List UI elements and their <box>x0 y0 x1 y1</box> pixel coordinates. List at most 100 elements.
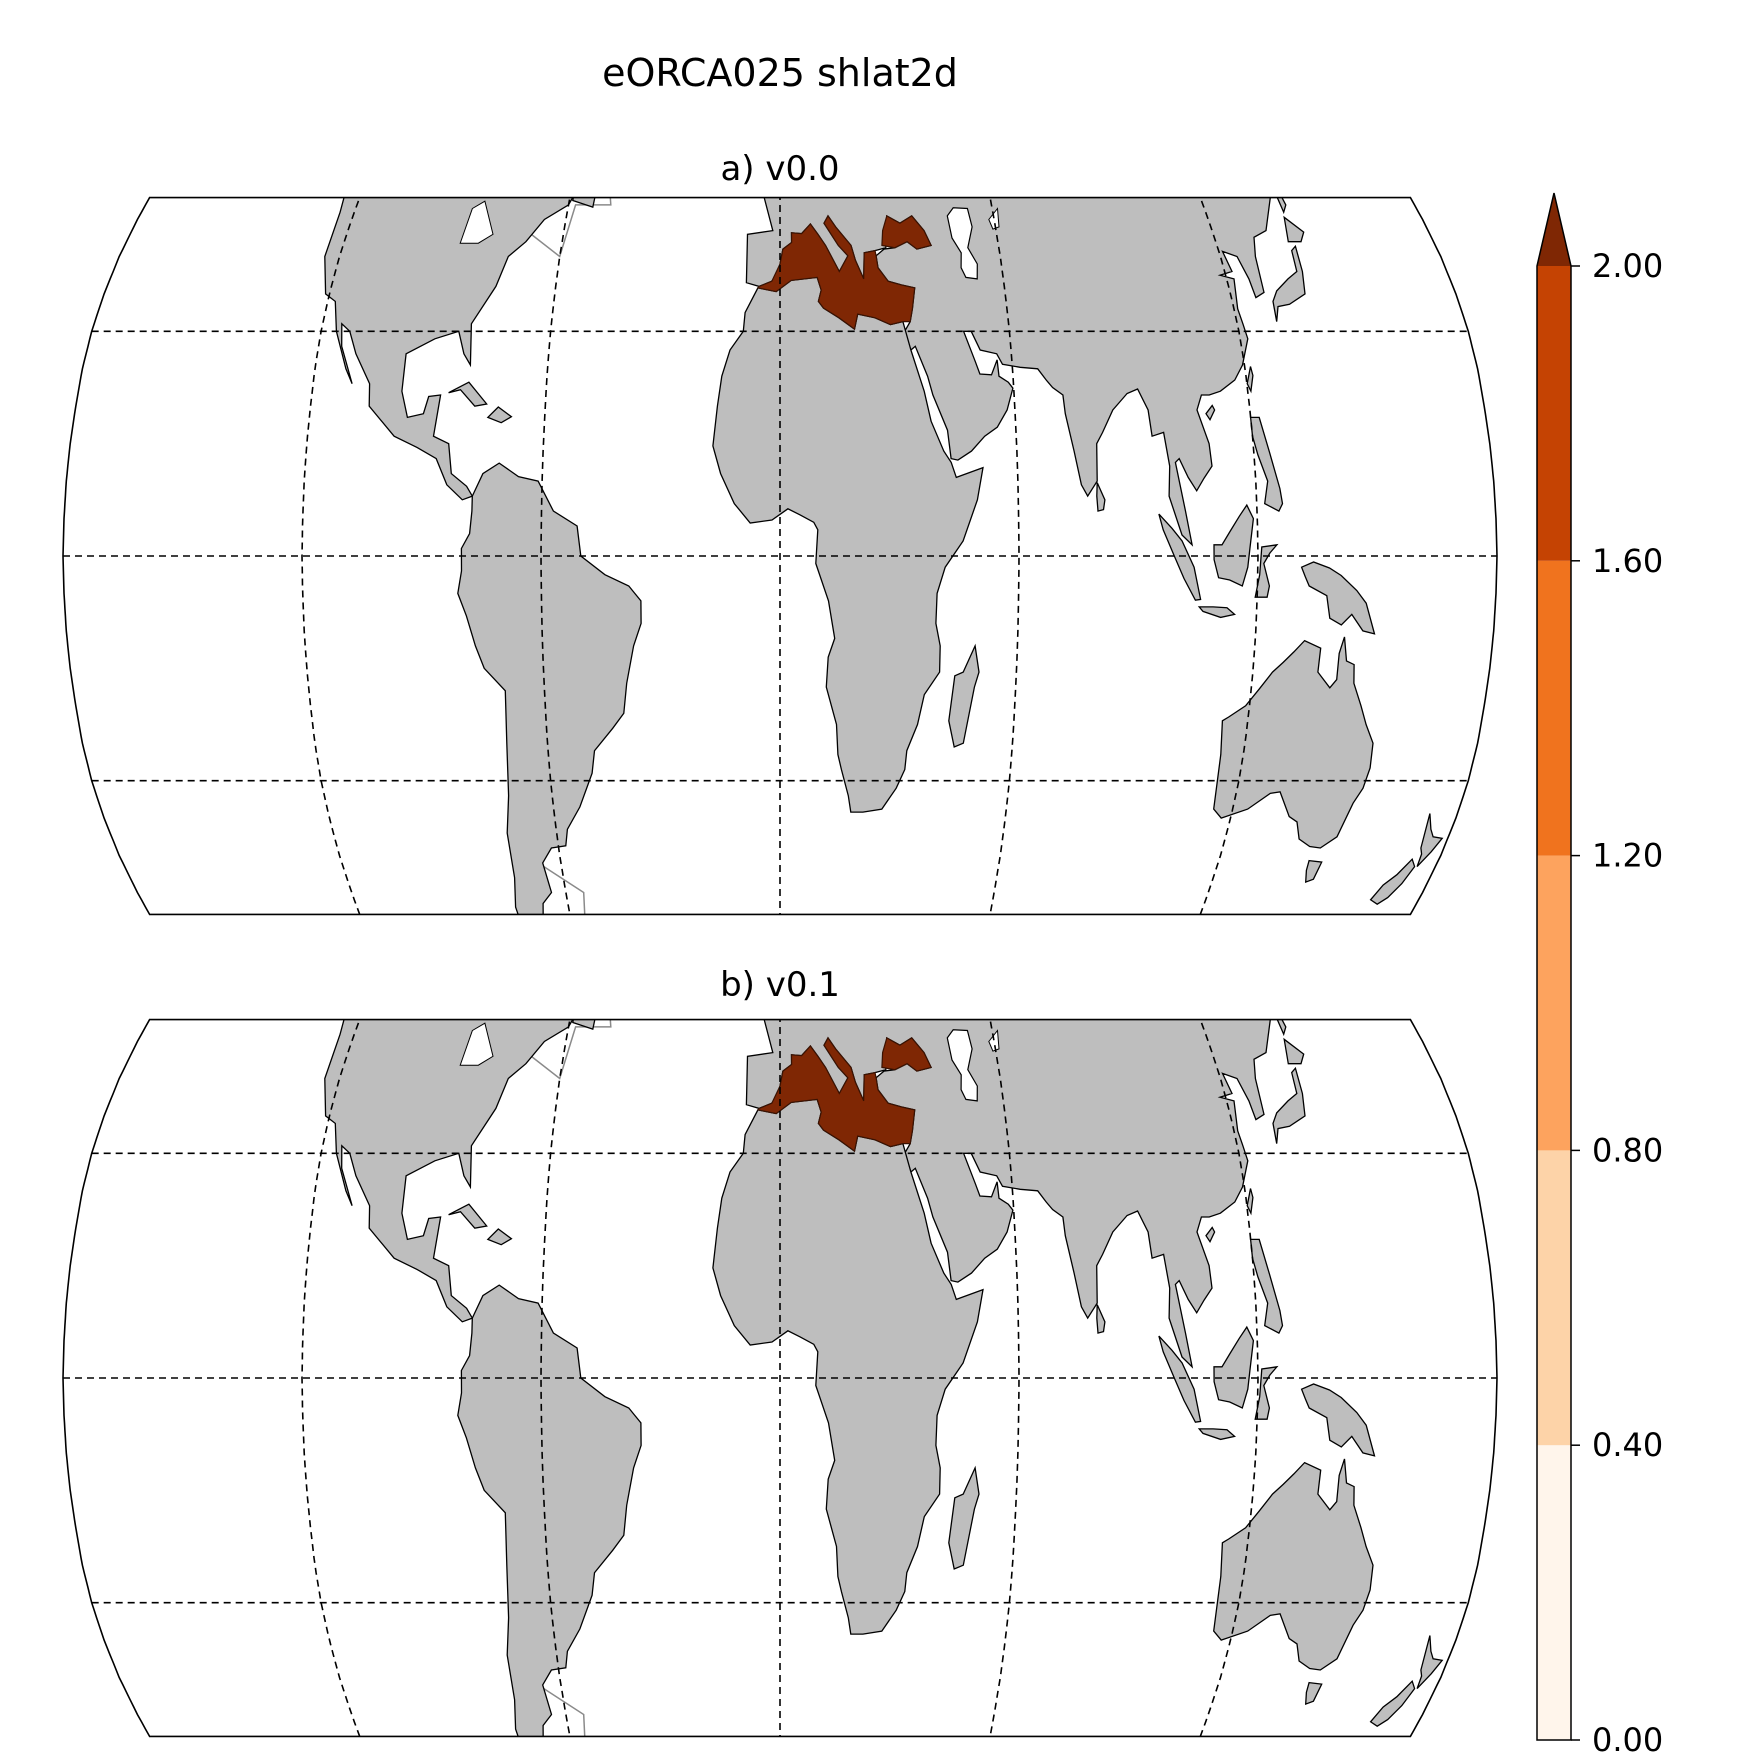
panel-b-land-hispaniola <box>486 1228 513 1246</box>
panel-a-hudson-bay <box>480 92 533 169</box>
panel-b-meridian <box>1033 1019 1259 1737</box>
panel-b-land-sri-lanka <box>1096 1304 1106 1334</box>
panel-b-land-tasmania <box>1304 1681 1323 1706</box>
panel-a-shelf-contour <box>525 853 588 915</box>
panel-a-caspian-sea <box>946 207 978 280</box>
panel-a-land-australia <box>1213 636 1374 849</box>
panel-a-graticule <box>63 197 1497 915</box>
panel-b-land-hokkaido <box>1283 1037 1305 1065</box>
panel-b-land-south-america <box>457 1284 642 1737</box>
panel-b-shelf-contour <box>525 1675 588 1737</box>
panel-a-title: a) v0.0 <box>720 149 839 189</box>
panel-a-black-sea <box>881 215 932 250</box>
panel-b-alaska-coast <box>272 872 311 893</box>
colorbar-tick-label: 1.20 <box>1592 837 1663 875</box>
colorbar-extend-arrow <box>1537 193 1571 266</box>
panel-a-land-sulawesi <box>1254 543 1279 598</box>
panel-b-black-sea <box>881 1037 932 1072</box>
figure-title: eORCA025 shlat2d <box>602 51 958 95</box>
panel-a-mediterranean-sea <box>756 214 916 331</box>
panel-b-aral-sea <box>988 1029 1000 1052</box>
panel-a-meridian <box>1033 197 1259 915</box>
panel-b-land-wrangel <box>1285 859 1291 864</box>
panel-b-frame <box>62 1018 1498 1738</box>
panel-a-shelf-contour <box>511 197 612 258</box>
panel-a-land-japan <box>1272 244 1306 322</box>
panel-b-land-japan <box>1272 1066 1306 1144</box>
panel-b-land-java <box>1197 1428 1236 1441</box>
panel-b-land-svalbard <box>807 808 847 829</box>
colorbar-band <box>1537 1150 1571 1446</box>
colorbar-outline <box>1536 192 1572 1741</box>
panel-b-land-cuba <box>448 1203 488 1229</box>
panel-b-land-newfoundland <box>572 1019 598 1030</box>
panel-a-land-hispaniola <box>486 406 513 424</box>
colorbar: 0.00 0.40 0.80 1.20 1.60 2.00 <box>1536 192 1663 1753</box>
panel-b-map <box>63 805 1497 1737</box>
panel-a-land-java <box>1197 606 1236 619</box>
panel-a-land-new-siberia <box>1145 11 1183 24</box>
panel-b: b) v0.1 <box>62 805 1498 1738</box>
colorbar-band <box>1537 1445 1571 1740</box>
panel-b-land-severnaya <box>1008 805 1042 819</box>
panel-a-land-banks <box>431 19 462 40</box>
panel-a-land-victoria <box>442 28 499 56</box>
panel-b-land-iceland <box>707 891 740 911</box>
panel-b-land-banks <box>431 841 462 862</box>
colorbar-tick-label: 0.40 <box>1592 1426 1663 1464</box>
colorbar-ticks: 0.00 0.40 0.80 1.20 1.60 2.00 <box>1571 247 1663 1753</box>
panel-a-alaska-coast <box>272 50 311 71</box>
panel-b-land-hainan <box>1205 1226 1216 1244</box>
panel-a-land-philippines <box>1249 416 1284 512</box>
panel-a-land-madagascar <box>948 643 980 748</box>
panel-b-land-north-america <box>240 1019 591 1323</box>
colorbar-band <box>1537 855 1571 1151</box>
panel-a-land-new-zealand-s <box>1369 857 1416 905</box>
panel-a-land-ellesmere <box>541 0 633 8</box>
panel-b-land-new-zealand-n <box>1416 1635 1444 1690</box>
panel-a-great-lakes <box>459 200 494 244</box>
panel-a-land-new-zealand-n <box>1416 813 1444 868</box>
panel-b-land-victoria <box>442 850 499 878</box>
panel-a-land-baffin <box>528 25 571 78</box>
panel-a-land-taiwan <box>1246 366 1254 394</box>
panel-b-land-new-zealand-s <box>1369 1679 1416 1727</box>
panel-a: a) v0.0 <box>62 0 1498 916</box>
panel-b-land-new-guinea <box>1300 1383 1376 1457</box>
panel-a-land-sri-lanka <box>1096 482 1106 512</box>
colorbar-band <box>1537 266 1571 561</box>
panel-b-land-australia <box>1213 1458 1374 1671</box>
panel-a-frame <box>62 196 1498 916</box>
panel-b-land-taiwan <box>1246 1188 1254 1216</box>
panel-a-land-cuba <box>448 381 488 407</box>
colorbar-tick-label: 1.60 <box>1592 542 1663 580</box>
panel-a-land-tasmania <box>1304 859 1323 884</box>
panel-a-land-new-guinea <box>1300 561 1376 635</box>
panel-b-mediterranean-sea <box>756 1036 916 1153</box>
panel-b-land-madagascar <box>948 1465 980 1570</box>
panel-b-land-novaya-zemlya <box>926 827 958 865</box>
panel-b-graticule <box>63 1019 1497 1737</box>
panel-b-shelf-contour <box>511 1019 612 1080</box>
panel-b-shelf-contour <box>235 806 1295 901</box>
colorbar-tick-label: 0.00 <box>1592 1721 1663 1753</box>
panel-b-greenland-coast <box>640 904 661 934</box>
panel-a-land-novaya-zemlya <box>926 5 958 43</box>
panel-a-land-sakhalin <box>1256 197 1287 215</box>
colorbar-tick-label: 0.80 <box>1592 1131 1663 1169</box>
panel-a-meridian <box>301 197 527 915</box>
colorbar-band <box>1537 560 1571 856</box>
panel-b-land-sakhalin <box>1256 1019 1287 1037</box>
panel-a-aral-sea <box>988 207 1000 230</box>
panel-b-meridian <box>301 1019 527 1737</box>
panel-a-land-borneo <box>1213 503 1255 587</box>
panel-a-land-hokkaido <box>1283 215 1305 243</box>
panel-b-great-lakes <box>459 1022 494 1066</box>
panel-b-title: b) v0.1 <box>720 965 840 1005</box>
panel-a-land-north-america <box>240 197 591 501</box>
panel-a-land-svalbard <box>807 0 847 7</box>
panel-a-land-south-america <box>457 462 642 915</box>
panel-a-land-sumatra <box>1158 513 1202 601</box>
panel-b-land-borneo <box>1213 1325 1255 1409</box>
